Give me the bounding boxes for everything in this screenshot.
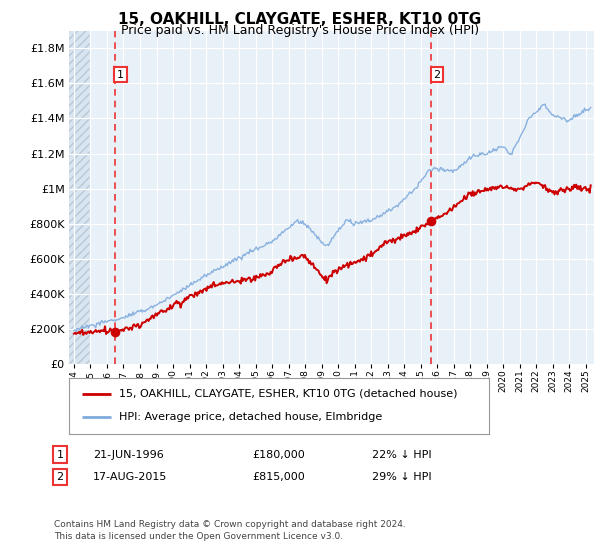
Text: 15, OAKHILL, CLAYGATE, ESHER, KT10 0TG: 15, OAKHILL, CLAYGATE, ESHER, KT10 0TG bbox=[118, 12, 482, 27]
Text: 22% ↓ HPI: 22% ↓ HPI bbox=[372, 450, 431, 460]
Text: HPI: Average price, detached house, Elmbridge: HPI: Average price, detached house, Elmb… bbox=[119, 412, 383, 422]
Text: Price paid vs. HM Land Registry's House Price Index (HPI): Price paid vs. HM Land Registry's House … bbox=[121, 24, 479, 36]
Text: 29% ↓ HPI: 29% ↓ HPI bbox=[372, 472, 431, 482]
Text: 15, OAKHILL, CLAYGATE, ESHER, KT10 0TG (detached house): 15, OAKHILL, CLAYGATE, ESHER, KT10 0TG (… bbox=[119, 389, 458, 399]
Text: Contains HM Land Registry data © Crown copyright and database right 2024.
This d: Contains HM Land Registry data © Crown c… bbox=[54, 520, 406, 541]
Text: 2: 2 bbox=[56, 472, 64, 482]
Text: £815,000: £815,000 bbox=[252, 472, 305, 482]
Text: 1: 1 bbox=[117, 69, 124, 80]
Text: 21-JUN-1996: 21-JUN-1996 bbox=[93, 450, 164, 460]
Text: 1: 1 bbox=[56, 450, 64, 460]
Text: 17-AUG-2015: 17-AUG-2015 bbox=[93, 472, 167, 482]
Text: 2: 2 bbox=[434, 69, 440, 80]
Text: £180,000: £180,000 bbox=[252, 450, 305, 460]
